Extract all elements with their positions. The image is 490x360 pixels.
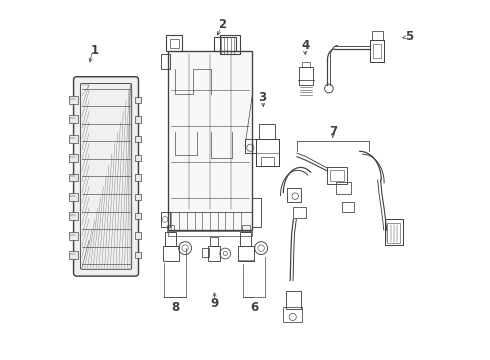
Text: 2: 2: [218, 18, 226, 31]
Bar: [387, 223, 400, 243]
Bar: [240, 232, 251, 246]
Text: 7: 7: [329, 125, 337, 138]
Text: 9: 9: [210, 297, 219, 310]
Bar: [294, 207, 306, 218]
Bar: [259, 125, 275, 139]
Text: 6: 6: [250, 301, 258, 314]
Bar: [342, 202, 354, 212]
Bar: [135, 155, 141, 161]
Bar: [214, 37, 236, 51]
Bar: [69, 193, 77, 201]
Bar: [337, 182, 351, 194]
Bar: [210, 237, 218, 246]
Bar: [135, 194, 141, 200]
Bar: [330, 170, 344, 181]
Bar: [135, 116, 141, 123]
Bar: [69, 212, 77, 220]
Bar: [69, 135, 77, 143]
Bar: [170, 39, 179, 48]
Bar: [135, 135, 141, 142]
Bar: [168, 51, 252, 230]
Bar: [69, 174, 77, 181]
Text: 5: 5: [405, 30, 413, 43]
Bar: [283, 307, 302, 321]
Bar: [163, 246, 179, 261]
Bar: [243, 225, 250, 232]
Bar: [372, 31, 383, 40]
Bar: [69, 96, 77, 104]
Bar: [286, 291, 300, 309]
Bar: [135, 252, 141, 258]
Bar: [238, 246, 254, 261]
Bar: [69, 251, 77, 259]
Bar: [135, 97, 141, 103]
Text: 3: 3: [258, 91, 266, 104]
Bar: [208, 246, 220, 261]
Bar: [327, 167, 347, 184]
Text: 1: 1: [90, 44, 98, 57]
Text: 4: 4: [301, 39, 309, 52]
Bar: [287, 188, 301, 202]
Bar: [373, 44, 381, 58]
Bar: [161, 54, 170, 69]
Bar: [370, 40, 384, 62]
Bar: [220, 35, 240, 54]
Bar: [166, 35, 182, 51]
Bar: [135, 174, 141, 181]
Bar: [238, 260, 254, 261]
Bar: [167, 225, 174, 232]
Bar: [168, 231, 252, 235]
Bar: [165, 232, 176, 246]
Bar: [69, 116, 77, 123]
Bar: [245, 139, 256, 153]
Text: 8: 8: [171, 301, 179, 314]
Bar: [202, 248, 209, 257]
Bar: [256, 139, 279, 166]
Bar: [385, 220, 403, 244]
Bar: [261, 157, 274, 166]
Bar: [161, 212, 170, 226]
Bar: [302, 62, 310, 67]
Bar: [135, 232, 141, 239]
Bar: [69, 231, 77, 239]
FancyBboxPatch shape: [74, 77, 139, 276]
Bar: [252, 198, 261, 226]
Bar: [299, 67, 313, 85]
Bar: [69, 154, 77, 162]
Bar: [135, 213, 141, 220]
